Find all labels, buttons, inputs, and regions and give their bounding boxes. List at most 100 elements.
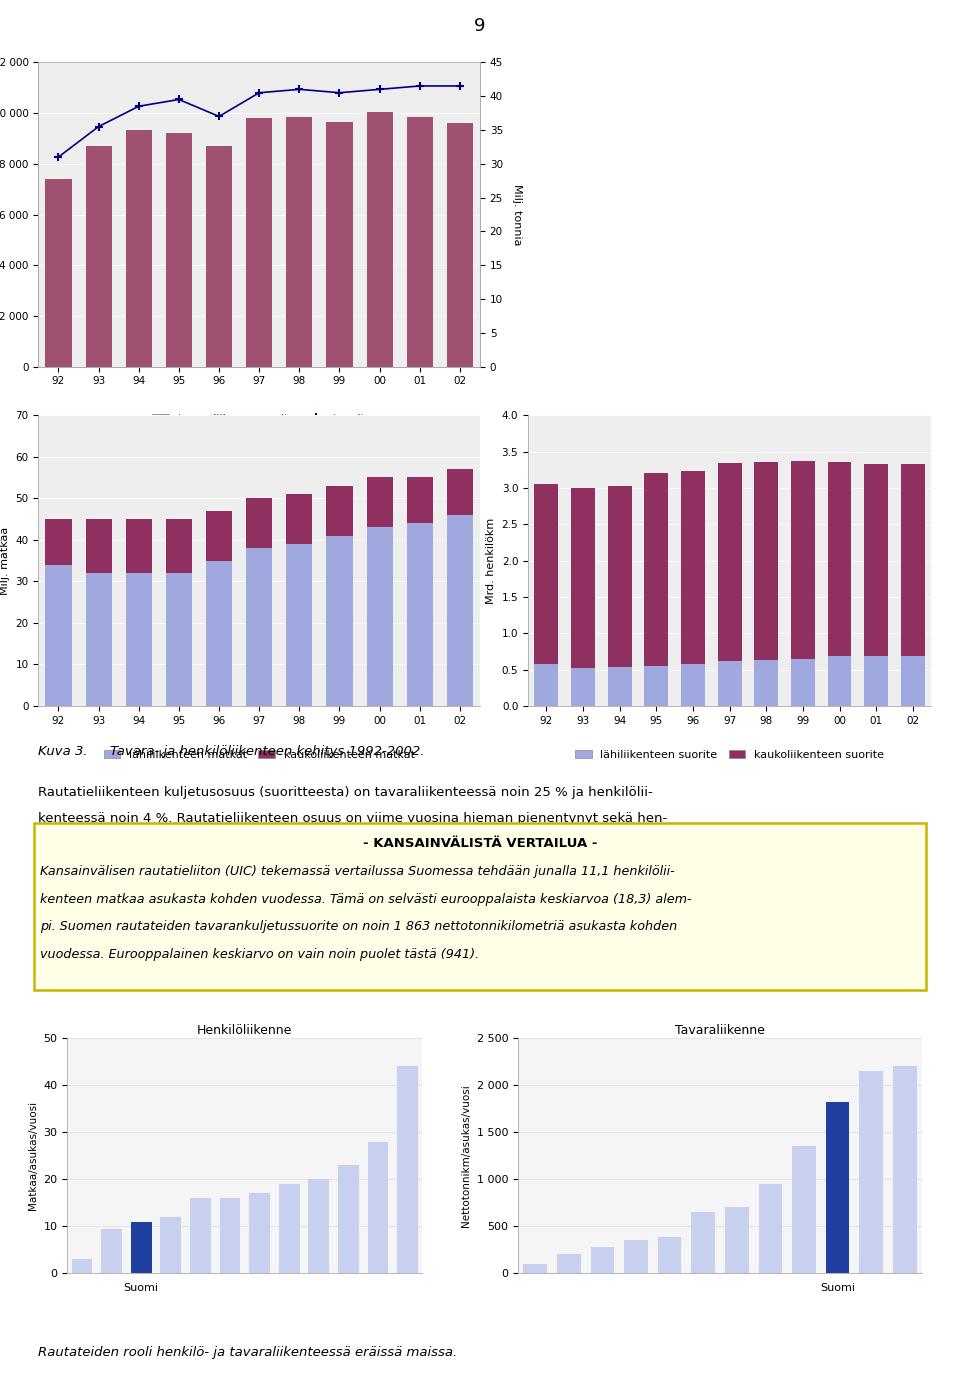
Bar [206,147,232,367]
Bar [644,473,668,666]
Bar [859,1071,883,1273]
Bar [718,660,741,706]
Bar [220,1199,240,1273]
Bar [286,116,312,367]
Bar [828,462,852,656]
Bar [900,656,924,706]
Bar [446,515,473,706]
Bar [166,519,192,573]
Bar [126,573,152,706]
Bar [446,123,473,367]
Bar [523,1264,547,1273]
Text: kilö- että tavaraliikenteessä. Rautatieliikenteen osuus Suomen henkilöliikentees: kilö- että tavaraliikenteessä. Rautatiel… [38,837,634,850]
Bar [85,519,111,573]
Bar [397,1066,418,1273]
Bar [206,511,232,561]
Bar [367,527,393,706]
Text: jaan on korkea EU-maiden keskiarvoon (noin 14 %) verrattuna.: jaan on korkea EU-maiden keskiarvoon (no… [38,889,458,901]
Bar [72,1259,92,1273]
Bar [286,494,312,544]
Bar [826,1102,850,1273]
Text: kenteessä noin 4 %. Rautatieliikenteen osuus on viime vuosina hieman pienentynyt: kenteessä noin 4 %. Rautatieliikenteen o… [38,811,667,825]
Bar [250,1193,270,1273]
Bar [407,477,433,523]
Legend: lähiliikenteen suorite, kaukoliikenteen suorite: lähiliikenteen suorite, kaukoliikenteen … [570,746,889,764]
Y-axis label: Matkaa/asukas/vuosi: Matkaa/asukas/vuosi [28,1102,37,1210]
Bar [407,523,433,706]
Bar [900,464,924,656]
Bar [446,469,473,515]
Bar [246,498,273,548]
Bar [725,1207,749,1273]
Bar [45,565,71,706]
Bar [590,1247,614,1273]
Bar [126,519,152,573]
Bar [624,1240,648,1273]
Legend: lähiliikenteen matkat, kaukoliikenteen matkat: lähiliikenteen matkat, kaukoliikenteen m… [99,746,420,764]
Bar [864,464,888,656]
Bar [45,519,71,565]
Bar [893,1066,917,1273]
Bar [644,666,668,706]
Text: - KANSAINVÄLISTÄ VERTAILUA -: - KANSAINVÄLISTÄ VERTAILUA - [363,837,597,850]
Bar [85,147,111,367]
Bar [367,477,393,527]
Y-axis label: Mrd. henkilökm: Mrd. henkilökm [486,518,496,603]
Legend: tavaraliikennesuorite, tonnit: tavaraliikennesuorite, tonnit [148,410,371,428]
Text: Kansainvälisen rautatieliiton (UIC) tekemassä vertailussa Suomessa tehdään junal: Kansainvälisen rautatieliiton (UIC) teke… [40,865,675,877]
Bar [326,486,352,536]
Bar [681,471,705,664]
Y-axis label: Milj. tonnia: Milj. tonnia [513,184,522,245]
Text: Rautateiden rooli henkilö- ja tavaraliikenteessä eräissä maissa.: Rautateiden rooli henkilö- ja tavaraliik… [38,1347,458,1359]
Bar [791,659,815,706]
Bar [367,112,393,367]
Bar [160,1217,181,1273]
Bar [166,133,192,367]
Bar [535,664,559,706]
Text: 9: 9 [474,18,486,36]
Text: kenteen matkaa asukasta kohden vuodessa. Tämä on selvästi eurooppalaista keskiar: kenteen matkaa asukasta kohden vuodessa.… [40,893,692,905]
Bar [246,548,273,706]
Bar [166,573,192,706]
Bar [691,1212,715,1273]
Bar [101,1229,122,1273]
Bar [571,489,595,668]
Bar [718,464,741,660]
Bar [571,668,595,706]
Bar [190,1199,211,1273]
Bar [85,573,111,706]
Text: Kuva 3.: Kuva 3. [38,745,88,757]
Text: Rautatieliikenteen kuljetusosuus (suoritteesta) on tavaraliikenteessä noin 25 % : Rautatieliikenteen kuljetusosuus (suorit… [38,786,653,799]
Bar [278,1183,300,1273]
Bar [864,656,888,706]
Text: vuodessa. Eurooppalainen keskiarvo on vain noin puolet tästä (941).: vuodessa. Eurooppalainen keskiarvo on va… [40,948,479,960]
Title: Tavaraliikenne: Tavaraliikenne [675,1024,765,1037]
Y-axis label: Milj. matkaa: Milj. matkaa [0,526,10,595]
Bar [206,561,232,706]
Bar [286,544,312,706]
Bar [608,667,632,706]
Bar [792,1146,816,1273]
Bar [338,1165,359,1273]
Bar [126,130,152,367]
Bar [755,462,779,660]
Bar [791,461,815,659]
Bar [407,116,433,367]
Bar [308,1179,329,1273]
Bar [755,660,779,706]
Text: maiden keskiarvoa (noin 6 %) alempi. Rautateiden osuus Suomen tavaraliikenteestä: maiden keskiarvoa (noin 6 %) alempi. Rau… [38,864,651,876]
Text: pi. Suomen rautateiden tavarankuljetussuorite on noin 1 863 nettotonnikilometriä: pi. Suomen rautateiden tavarankuljetussu… [40,920,678,933]
Bar [368,1142,389,1273]
Text: Tavara- ja henkilöliikenteen kehitys 1992-2002.: Tavara- ja henkilöliikenteen kehitys 199… [110,745,425,757]
Bar [557,1254,581,1273]
Bar [758,1183,782,1273]
Bar [608,486,632,667]
Title: Henkilöliikenne: Henkilöliikenne [197,1024,293,1037]
Bar [131,1222,152,1273]
Bar [681,664,705,706]
Bar [535,483,559,664]
Y-axis label: Nettotonnikm/asukas/vuosi: Nettotonnikm/asukas/vuosi [462,1084,471,1228]
Bar [828,656,852,706]
Bar [326,122,352,367]
Bar [326,536,352,706]
